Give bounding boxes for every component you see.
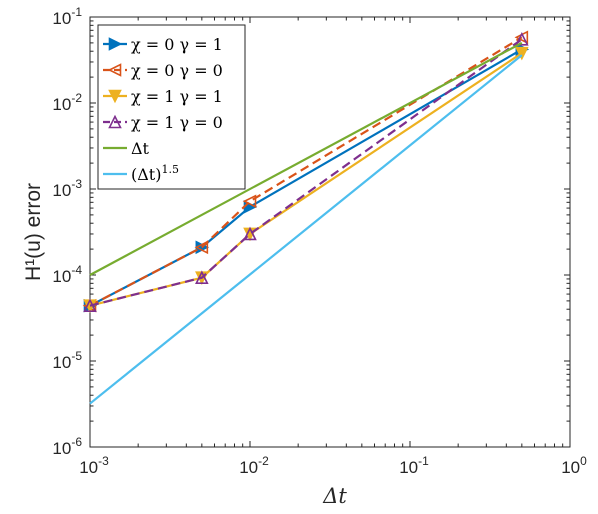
- x-tick-label: 10-2: [239, 454, 269, 477]
- data-point: [242, 194, 257, 209]
- x-axis-label: Δt: [322, 484, 347, 508]
- data-point: [515, 46, 529, 61]
- x-tick-label: 10-1: [399, 454, 429, 477]
- y-axis-label: H¹(u) error: [22, 183, 45, 281]
- legend: χ = 0 γ = 1 χ = 0 γ = 0 χ = 1 γ = 1 χ = 1 γ…: [97, 24, 246, 190]
- series-4: [83, 32, 529, 312]
- legend-label: χ = 1 γ = 0: [131, 113, 223, 132]
- data-point: [83, 298, 97, 312]
- legend-label: χ = 1 γ = 1: [131, 87, 223, 106]
- data-point: [243, 226, 257, 241]
- y-tick-label: 10-3: [52, 177, 82, 200]
- legend-box: [97, 24, 246, 190]
- x-tick-labels: 10-3 10-2 10-1 100: [79, 454, 587, 477]
- x-tick-label: 100: [561, 454, 587, 477]
- legend-label: χ = 0 γ = 0: [131, 61, 223, 80]
- legend-label: (Δt)1.5: [131, 163, 179, 184]
- legend-marker: [108, 114, 122, 129]
- legend-entry: Δt: [103, 139, 150, 158]
- series-line: [89, 41, 523, 276]
- legend-label: Δt: [131, 139, 150, 158]
- legend-entry: χ = 1 γ = 0: [103, 113, 223, 132]
- series-line: [89, 38, 523, 307]
- legend-marker: [108, 89, 122, 104]
- legend-marker: [107, 63, 122, 77]
- legend-label: χ = 0 γ = 1: [131, 35, 223, 54]
- y-tick-label: 10-6: [52, 435, 82, 458]
- axis-ticks: [89, 17, 570, 448]
- legend-entry: (Δt)1.5: [103, 163, 179, 184]
- data-point: [195, 270, 209, 285]
- y-tick-label: 10-1: [52, 5, 82, 28]
- legend-marker: [108, 37, 123, 51]
- y-tick-labels: 10-6 10-5 10-4 10-3 10-2 10-1: [52, 5, 82, 458]
- x-tick-label: 10-3: [79, 454, 109, 477]
- y-tick-label: 10-5: [52, 349, 82, 372]
- legend-entry: χ = 0 γ = 0: [103, 61, 223, 80]
- legend-entry: χ = 0 γ = 1: [103, 35, 223, 54]
- data-point: [515, 32, 529, 46]
- series-line: [89, 36, 523, 307]
- series-6: [89, 54, 523, 405]
- legend-entry: χ = 1 γ = 1: [103, 87, 223, 106]
- series-line: [89, 54, 523, 405]
- data-point: [194, 240, 209, 255]
- series-5: [89, 41, 523, 276]
- y-tick-label: 10-4: [52, 263, 82, 286]
- series-layer: [82, 30, 530, 405]
- y-tick-label: 10-2: [52, 91, 82, 114]
